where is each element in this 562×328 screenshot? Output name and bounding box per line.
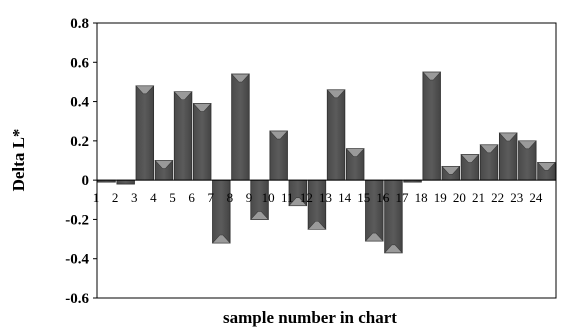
bar-cap-21 — [479, 144, 499, 154]
y-tick-label: -0.2 — [65, 212, 89, 228]
x-tick-label: 2 — [112, 190, 119, 205]
x-tick-label: 23 — [510, 190, 523, 205]
x-tick-label: 11 — [281, 190, 294, 205]
bar-cap-14 — [345, 148, 365, 158]
y-tick-label: 0 — [82, 173, 90, 189]
bar-cap-4 — [154, 160, 174, 169]
x-tick-label: 15 — [357, 190, 370, 205]
bar-cap-13 — [326, 89, 346, 99]
x-tick-label: 9 — [246, 190, 253, 205]
bar-cap-6 — [192, 103, 212, 112]
x-axis-title: sample number in chart — [223, 308, 397, 327]
bar-5 — [173, 91, 193, 181]
bar-3 — [135, 85, 155, 181]
bar-cap-5 — [173, 91, 193, 101]
x-tick-label: 3 — [131, 190, 138, 205]
x-tick-label: 5 — [169, 190, 176, 205]
y-tick-label: 0.8 — [70, 16, 89, 32]
x-tick-label: 1 — [93, 190, 100, 205]
x-tick-label: 20 — [453, 190, 466, 205]
y-tick-label: 0.2 — [70, 134, 89, 150]
x-tick-label: 17 — [396, 190, 410, 205]
x-tick-label: 7 — [208, 190, 215, 205]
bar-cap-18 — [422, 71, 442, 81]
bar-cap-20 — [460, 154, 480, 163]
x-tick-label: 19 — [434, 190, 447, 205]
x-tick-label: 22 — [491, 190, 504, 205]
bar-cap-7 — [211, 234, 231, 244]
bar-cap-12 — [307, 220, 327, 230]
y-tick-label: -0.6 — [65, 291, 89, 307]
bar-2 — [116, 179, 135, 185]
x-tick-label: 4 — [150, 190, 157, 205]
x-tick-label: 8 — [227, 190, 234, 205]
x-tick-label: 24 — [529, 190, 543, 205]
bar-cap-11 — [288, 197, 308, 206]
bar-cap-15 — [364, 232, 384, 242]
bar-cap-23 — [517, 140, 537, 150]
bar-cap-16 — [383, 244, 403, 254]
y-axis-title: Delta L* — [9, 129, 28, 192]
x-tick-label: 18 — [415, 190, 428, 205]
x-tick-label: 12 — [300, 190, 313, 205]
x-tick-label: 10 — [262, 190, 275, 205]
bar-6 — [192, 103, 212, 181]
bar-cap-8 — [230, 73, 250, 83]
bar-cap-24 — [536, 162, 556, 171]
bar-13 — [326, 89, 346, 181]
x-tick-label: 6 — [188, 190, 195, 205]
bar-18 — [422, 71, 441, 181]
plot-area-border — [96, 22, 557, 299]
bar-cap-9 — [250, 211, 270, 220]
bar-cap-19 — [441, 166, 461, 175]
bar-cap-3 — [135, 85, 155, 95]
bar-8 — [231, 73, 250, 181]
bar-cap-10 — [269, 130, 289, 140]
x-tick-label: 16 — [376, 190, 390, 205]
y-tick-label: 0.4 — [70, 95, 89, 111]
bar-cap-22 — [498, 132, 518, 142]
x-tick-label: 13 — [319, 190, 332, 205]
x-tick-label: 14 — [338, 190, 352, 205]
x-tick-label: 21 — [472, 190, 485, 205]
y-tick-label: -0.4 — [65, 252, 89, 268]
y-tick-label: 0.6 — [70, 55, 89, 71]
